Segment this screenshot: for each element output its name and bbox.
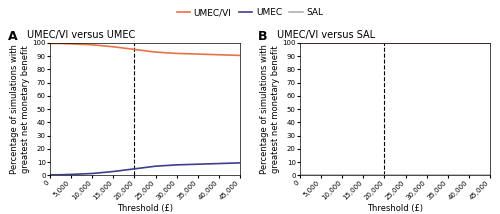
Y-axis label: Percentage of simulations with
greatest net monetary benefit: Percentage of simulations with greatest … [10,44,29,174]
X-axis label: Threshold (£): Threshold (£) [367,204,423,213]
Text: B: B [258,30,268,43]
X-axis label: Threshold (£): Threshold (£) [117,204,173,213]
Legend: UMEC/VI, UMEC, SAL: UMEC/VI, UMEC, SAL [173,4,327,21]
Text: UMEC/VI versus UMEC: UMEC/VI versus UMEC [27,30,136,40]
Text: A: A [8,30,18,43]
Y-axis label: Percentage of simulations with
greatest net monetary benefit: Percentage of simulations with greatest … [260,44,280,174]
Text: UMEC/VI versus SAL: UMEC/VI versus SAL [277,30,376,40]
